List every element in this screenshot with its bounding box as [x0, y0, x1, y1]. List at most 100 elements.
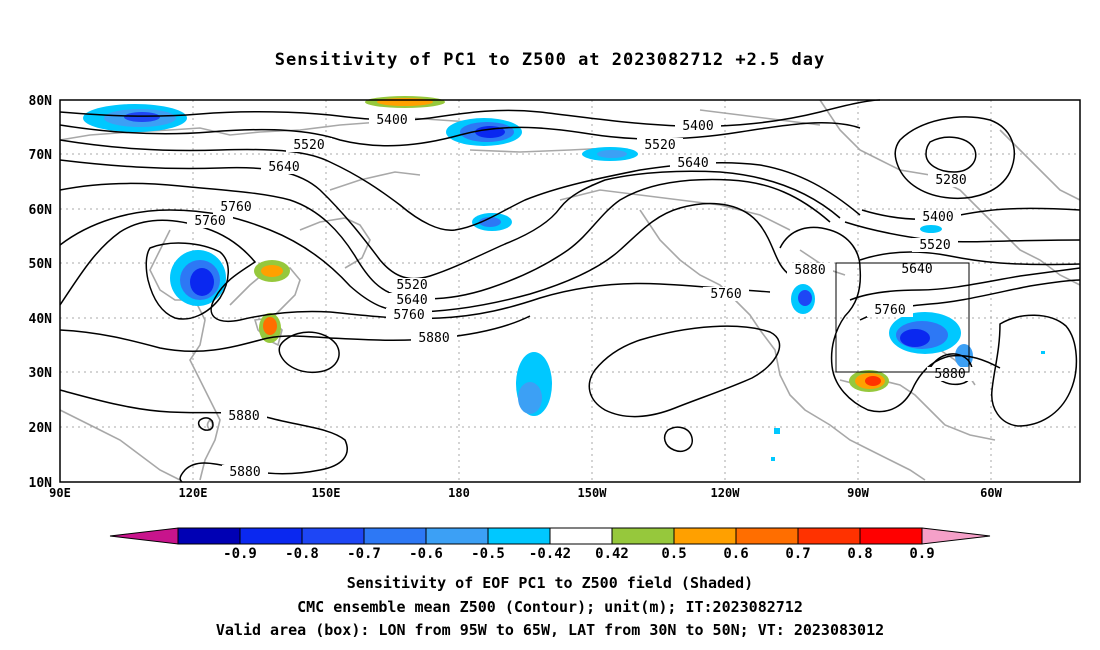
colorbar-cell: [735, 527, 799, 545]
svg-text:5760: 5760: [710, 287, 741, 302]
colorbar-cell: [611, 527, 675, 545]
shade-blob-great-plains: [791, 284, 815, 314]
caption-line-2: CMC ensemble mean Z500 (Contour); unit(m…: [297, 598, 803, 616]
svg-text:5640: 5640: [268, 160, 299, 175]
shade-blob-hokkaido: [254, 260, 290, 282]
map-title: Sensitivity of PC1 to Z500 at 2023082712…: [274, 50, 826, 70]
lon-label-150w: 150W: [578, 486, 608, 500]
lon-label-90e: 90E: [49, 486, 71, 500]
contour-label: 5880: [222, 465, 268, 480]
z500-contours: [59, 99, 1081, 483]
lon-label-120e: 120E: [179, 486, 208, 500]
colorbar-cell: [673, 527, 737, 545]
colorbar-cell: [301, 527, 365, 545]
svg-text:5760: 5760: [393, 308, 424, 323]
svg-text:5760: 5760: [194, 214, 225, 229]
svg-text:5520: 5520: [644, 138, 675, 153]
lon-label-60w: 60W: [980, 486, 1002, 500]
svg-text:5400: 5400: [682, 119, 713, 134]
colorbar-cell: [549, 527, 613, 545]
contour-label: 5520: [286, 138, 332, 153]
colorbar-label: -0.42: [529, 546, 571, 562]
shade-blob-top-orange: [365, 96, 445, 108]
colorbar-cell: [177, 527, 241, 545]
shade-blob-manchuria: [170, 250, 226, 306]
contour-label: 5760: [867, 303, 913, 318]
latitude-labels: 80N 70N 60N 50N 40N 30N 20N 10N: [29, 94, 53, 491]
colorbar-cell: [363, 527, 427, 545]
contour-label: 5640: [261, 160, 307, 175]
contour-label: 5880: [927, 367, 973, 382]
svg-text:5640: 5640: [396, 293, 427, 308]
svg-text:5760: 5760: [220, 200, 251, 215]
shade-blob-small-dots: [771, 351, 1045, 461]
colorbar-label: 0.6: [723, 546, 748, 562]
lon-label-180: 180: [448, 486, 470, 500]
colorbar-cell: [797, 527, 861, 545]
lat-label-50n: 50N: [29, 257, 53, 272]
svg-text:5880: 5880: [794, 263, 825, 278]
colorbar-label: -0.9: [223, 546, 257, 562]
lat-label-80n: 80N: [29, 94, 53, 109]
shade-blob-central-pacific: [516, 352, 552, 416]
colorbar-cell: [239, 527, 303, 545]
lon-label-120w: 120W: [711, 486, 741, 500]
contour-label: 5640: [670, 156, 716, 171]
colorbar-label: -0.6: [409, 546, 443, 562]
map-area: 5400 5520 5640 5760 5760 5520 5640 5760 …: [59, 96, 1081, 483]
colorbar-label: -0.8: [285, 546, 319, 562]
sensitivity-shading: [83, 96, 1045, 461]
svg-text:5400: 5400: [922, 210, 953, 225]
shade-blob-labrador: [920, 225, 942, 233]
colorbar-label: 0.7: [785, 546, 810, 562]
svg-text:5880: 5880: [228, 409, 259, 424]
contour-label: 5520: [389, 278, 435, 293]
contour-label: 5520: [912, 238, 958, 253]
contour-label: 5880: [221, 409, 267, 424]
lat-label-60n: 60N: [29, 203, 53, 218]
colorbar-label: -0.5: [471, 546, 505, 562]
lat-label-40n: 40N: [29, 312, 53, 327]
lon-label-90w: 90W: [847, 486, 869, 500]
svg-text:5520: 5520: [293, 138, 324, 153]
contour-label: 5520: [637, 138, 683, 153]
svg-text:5880: 5880: [229, 465, 260, 480]
shade-blob-bering: [446, 118, 522, 146]
colorbar-left-arrow: [109, 527, 179, 545]
shade-blob-pacific-mid: [472, 213, 512, 231]
contour-label: 5880: [787, 263, 833, 278]
colorbar-right-arrow: [921, 527, 991, 545]
contour-label: 5400: [915, 210, 961, 225]
lat-label-30n: 30N: [29, 366, 53, 381]
colorbar: -0.9 -0.8 -0.7 -0.6 -0.5 -0.42 0.42 0.5 0.6 0.7 0.…: [109, 527, 991, 562]
colorbar-label: 0.5: [661, 546, 686, 562]
contour-label: 5880: [411, 331, 457, 346]
svg-text:5880: 5880: [418, 331, 449, 346]
contour-label: 5760: [386, 308, 432, 323]
colorbar-cell: [859, 527, 923, 545]
colorbar-cell: [425, 527, 489, 545]
contour-labels: 5400 5520 5640 5760 5760 5520 5640 5760 …: [187, 113, 974, 480]
shade-blob-kamchatka-north: [83, 104, 187, 132]
svg-text:5880: 5880: [934, 367, 965, 382]
svg-text:5400: 5400: [376, 113, 407, 128]
shade-blob-japan: [259, 313, 281, 343]
colorbar-label: -0.7: [347, 546, 381, 562]
svg-text:5520: 5520: [396, 278, 427, 293]
lat-label-10n: 10N: [29, 476, 53, 491]
valid-area-box: [835, 262, 970, 373]
lat-label-20n: 20N: [29, 421, 53, 436]
svg-text:5520: 5520: [919, 238, 950, 253]
contour-label: 5280: [928, 173, 974, 188]
lat-label-70n: 70N: [29, 148, 53, 163]
contour-label: 5760: [187, 214, 233, 229]
shade-blob-gulf-alaska-north: [582, 147, 638, 161]
svg-text:5640: 5640: [901, 262, 932, 277]
contour-label: 5400: [675, 119, 721, 134]
colorbar-label: 0.9: [909, 546, 934, 562]
contour-label: 5640: [894, 262, 940, 277]
caption-line-3: Valid area (box): LON from 95W to 65W, L…: [215, 621, 885, 639]
caption-line-1: Sensitivity of EOF PC1 to Z500 field (Sh…: [346, 574, 754, 592]
svg-text:5280: 5280: [935, 173, 966, 188]
